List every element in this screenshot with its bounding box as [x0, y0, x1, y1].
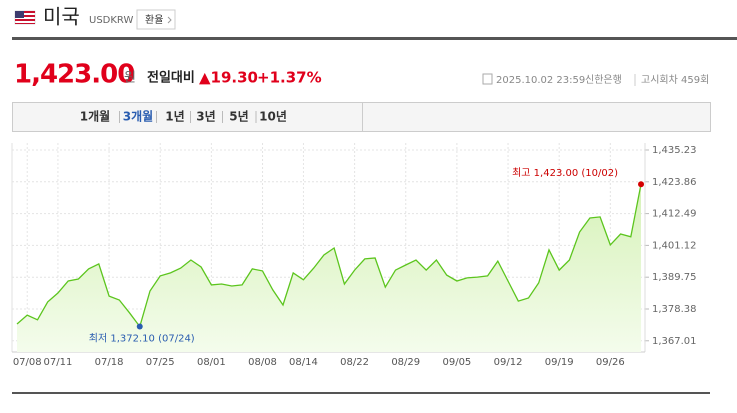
- button-label[interactable]: 환율: [145, 14, 163, 26]
- x-tick-label: 07/18: [95, 357, 124, 368]
- round: 고시회차 459회: [641, 74, 709, 86]
- min-marker: [136, 323, 143, 330]
- button-arrow: [167, 16, 172, 24]
- price: 1,423.00: [14, 60, 134, 90]
- y-tick-label: 1,412.49: [652, 209, 697, 220]
- flag: [14, 10, 36, 25]
- tab[interactable]: 5년: [229, 110, 248, 124]
- datetime: 2025.10.02 23:59: [496, 75, 585, 86]
- y-tick-label: 1,435.23: [652, 145, 697, 156]
- button[interactable]: [136, 9, 176, 30]
- tab[interactable]: 1년: [165, 110, 184, 124]
- change: ▲19.30: [199, 69, 258, 87]
- x-tick-label: 09/12: [494, 357, 523, 368]
- tab[interactable]: 1개월: [80, 109, 110, 124]
- x-tick-label: 08/14: [289, 357, 318, 368]
- x-tick-label: 07/08: [13, 357, 42, 368]
- code: USDKRW: [89, 15, 133, 26]
- price-unit: 원: [124, 71, 136, 86]
- top-rule: [12, 37, 737, 40]
- y-tick-label: 1,423.86: [652, 177, 697, 188]
- country: 미국: [43, 5, 80, 29]
- tab-bar: [12, 102, 711, 132]
- x-tick-label: 08/22: [340, 357, 369, 368]
- x-tick-label: 09/05: [442, 357, 471, 368]
- x-tick-label: 09/19: [545, 357, 574, 368]
- tab[interactable]: 10년: [259, 110, 287, 124]
- x-tick-label: 08/29: [391, 357, 420, 368]
- max-marker: [638, 181, 645, 188]
- change-label: 전일대비: [147, 70, 195, 86]
- change-pct: +1.37%: [257, 69, 322, 87]
- line: [16, 184, 642, 329]
- doc-icon: [482, 73, 493, 85]
- x-tick-label: 08/01: [197, 357, 226, 368]
- tab[interactable]: 3년: [196, 110, 215, 124]
- max-label: 최고 1,423.00 (10/02): [512, 167, 618, 179]
- y-tick-label: 1,389.75: [652, 272, 697, 283]
- tab[interactable]: 3개월: [123, 109, 153, 124]
- x-tick-label: 08/08: [248, 357, 277, 368]
- y-tick-label: 1,378.38: [652, 304, 697, 315]
- y-tick-label: 1,401.12: [652, 240, 697, 251]
- min-label: 최저 1,372.10 (07/24): [89, 333, 195, 345]
- y-tick-label: 1,367.01: [652, 336, 697, 347]
- x-tick-label: 07/11: [44, 357, 73, 368]
- area: [17, 184, 642, 352]
- x-tick-label: 09/26: [596, 357, 625, 368]
- bank: 신한은행: [585, 74, 622, 86]
- x-tick-label: 07/25: [146, 357, 175, 368]
